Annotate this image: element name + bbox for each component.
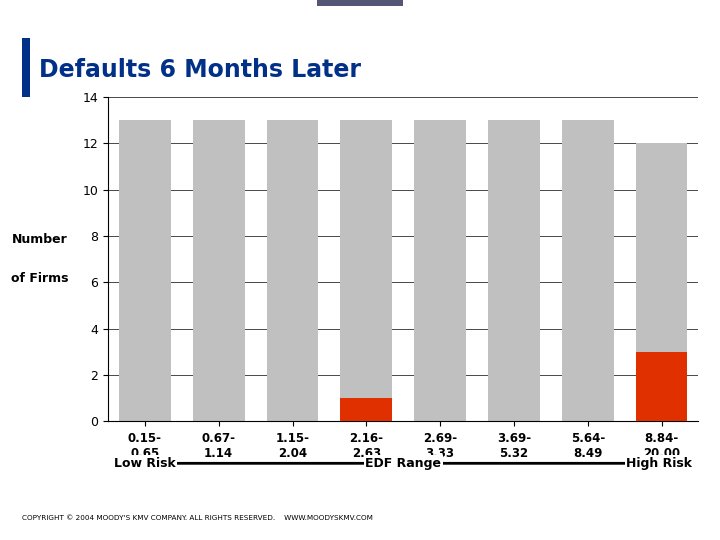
- Bar: [22, 38, 30, 97]
- Text: Number: Number: [12, 233, 68, 246]
- Bar: [317, 0, 403, 6]
- Bar: [341, 120, 392, 398]
- Text: Low Risk: Low Risk: [114, 457, 176, 470]
- Text: of Firms: of Firms: [12, 272, 69, 285]
- Bar: [193, 120, 245, 421]
- Text: EDF Range: EDF Range: [365, 457, 441, 470]
- Text: Ⓜ  Moody's | K · M · V: Ⓜ Moody's | K · M · V: [577, 15, 698, 26]
- Text: High Risk: High Risk: [626, 457, 693, 470]
- Bar: [341, 398, 392, 421]
- Bar: [636, 144, 688, 421]
- Bar: [636, 144, 688, 352]
- Bar: [266, 120, 318, 421]
- Text: 34    ►    Measuring & Managing Credit Risk: Understanding the EDF™ Credit Measu: 34 ► Measuring & Managing Credit Risk: U…: [22, 16, 462, 25]
- Bar: [414, 120, 466, 421]
- Bar: [119, 120, 171, 421]
- Bar: [562, 120, 613, 421]
- Bar: [488, 120, 540, 421]
- Text: Defaults 6 Months Later: Defaults 6 Months Later: [39, 58, 361, 82]
- Bar: [341, 120, 392, 421]
- Text: COPYRIGHT © 2004 MOODY'S KMV COMPANY. ALL RIGHTS RESERVED.    WWW.MOODYSKMV.COM: COPYRIGHT © 2004 MOODY'S KMV COMPANY. AL…: [22, 515, 372, 522]
- Bar: [636, 352, 688, 421]
